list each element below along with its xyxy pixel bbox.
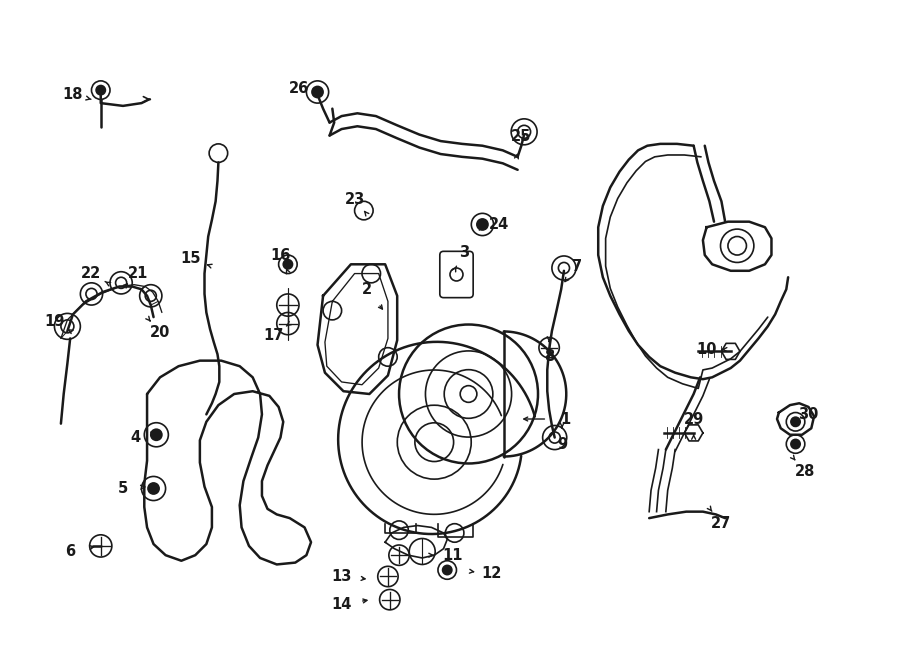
- Text: 21: 21: [128, 266, 148, 281]
- Text: 4: 4: [130, 430, 140, 445]
- Circle shape: [284, 260, 292, 269]
- Text: 17: 17: [264, 328, 284, 343]
- Circle shape: [791, 417, 800, 426]
- Circle shape: [791, 440, 800, 449]
- Text: 13: 13: [331, 569, 352, 584]
- Text: 22: 22: [81, 266, 102, 281]
- Text: 12: 12: [482, 566, 502, 581]
- Circle shape: [148, 483, 159, 494]
- Text: 9: 9: [557, 436, 567, 451]
- Circle shape: [443, 565, 452, 575]
- Text: 16: 16: [270, 248, 291, 263]
- Circle shape: [312, 87, 323, 97]
- Text: 5: 5: [118, 481, 128, 496]
- Text: 26: 26: [289, 81, 309, 96]
- Text: 30: 30: [798, 407, 819, 422]
- Text: 7: 7: [572, 259, 582, 273]
- Text: 18: 18: [63, 87, 83, 102]
- Text: 11: 11: [443, 547, 463, 563]
- Circle shape: [96, 85, 105, 95]
- Text: 29: 29: [683, 412, 704, 426]
- Circle shape: [477, 219, 488, 230]
- Circle shape: [151, 429, 162, 440]
- Text: 28: 28: [795, 464, 815, 479]
- Text: 15: 15: [180, 252, 201, 266]
- Text: 24: 24: [489, 217, 509, 232]
- Text: 8: 8: [544, 350, 554, 365]
- Text: 3: 3: [459, 245, 469, 260]
- Text: 27: 27: [711, 516, 732, 531]
- Text: 19: 19: [44, 314, 65, 329]
- Text: 25: 25: [511, 129, 532, 144]
- Text: 1: 1: [561, 412, 571, 426]
- Text: 20: 20: [149, 325, 170, 340]
- Circle shape: [460, 386, 477, 402]
- Text: 14: 14: [331, 596, 352, 612]
- Text: 23: 23: [345, 192, 364, 207]
- Text: 10: 10: [697, 342, 717, 357]
- Text: 6: 6: [65, 544, 76, 559]
- Text: 2: 2: [362, 282, 372, 297]
